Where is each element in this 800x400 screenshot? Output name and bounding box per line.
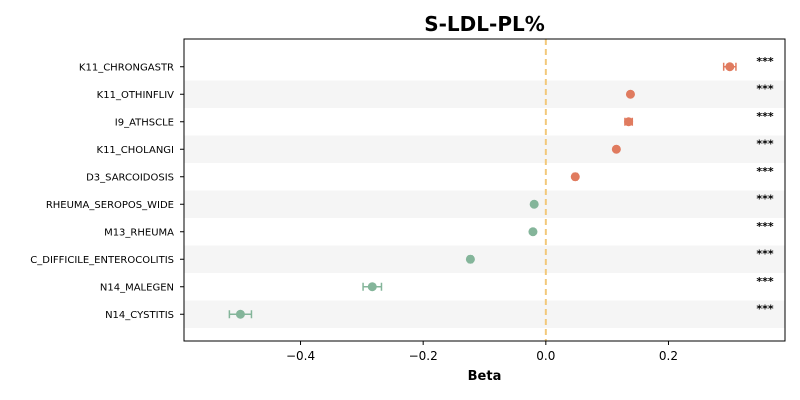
row-band <box>184 245 785 273</box>
data-point <box>725 62 735 72</box>
significance-label: *** <box>756 165 774 178</box>
data-marks <box>228 62 737 319</box>
y-tick-label: C_DIFFICILE_ENTEROCOLITIS <box>30 255 174 266</box>
row-bands <box>184 80 785 328</box>
axes-frame <box>183 38 786 342</box>
y-tick-label: K11_OTHINFLIV <box>97 90 174 101</box>
data-point-group <box>611 144 621 154</box>
data-point-group <box>228 309 253 319</box>
data-point <box>624 117 634 127</box>
row-band <box>184 190 785 218</box>
data-point-group <box>529 199 539 209</box>
significance-labels: *** *** *** *** *** *** *** *** *** *** <box>756 55 774 316</box>
row-band <box>184 135 785 163</box>
chart-title: S-LDL-PL% <box>424 12 545 36</box>
x-tick-label: −0.4 <box>286 349 315 363</box>
significance-label: *** <box>756 275 774 288</box>
data-point-group <box>625 89 635 99</box>
data-point <box>528 227 538 237</box>
y-tick-label: RHEUMA_SEROPOS_WIDE <box>46 200 174 211</box>
significance-label: *** <box>756 110 774 123</box>
x-tick-label: 0.2 <box>659 349 678 363</box>
data-point-group <box>722 62 737 72</box>
x-tick-label: 0.0 <box>536 349 555 363</box>
significance-label: *** <box>756 220 774 233</box>
data-point-group <box>528 227 538 237</box>
y-tick-label: D3_SARCOIDOSIS <box>86 172 174 183</box>
y-tick-label: N14_CYSTITIS <box>105 310 174 321</box>
data-point-group <box>624 117 634 127</box>
y-tick-label: M13_RHEUMA <box>104 227 174 238</box>
data-point <box>570 172 580 182</box>
data-point-group <box>570 172 580 182</box>
y-tick-label: I9_ATHSCLE <box>115 117 174 128</box>
data-point-group <box>465 254 475 264</box>
data-point <box>465 254 475 264</box>
x-axis-ticks: −0.4 −0.2 0.0 0.2 <box>286 341 678 363</box>
y-axis-ticks: K11_CHRONGASTR K11_OTHINFLIV I9_ATHSCLE K11… <box>30 62 184 321</box>
row-band <box>184 300 785 328</box>
data-point <box>367 282 377 292</box>
data-point-group <box>362 282 383 292</box>
significance-label: *** <box>756 302 774 315</box>
significance-label: *** <box>756 247 774 260</box>
y-tick-label: K11_CHOLANGI <box>97 145 174 156</box>
data-point <box>625 89 635 99</box>
y-tick-label: K11_CHRONGASTR <box>79 62 174 73</box>
x-axis-label: Beta <box>468 369 502 384</box>
x-tick-label: −0.2 <box>409 349 438 363</box>
data-point <box>529 199 539 209</box>
significance-label: *** <box>756 192 774 205</box>
y-tick-label: N14_MALEGEN <box>100 282 174 293</box>
significance-label: *** <box>756 55 774 68</box>
data-point <box>235 309 245 319</box>
row-band <box>184 80 785 108</box>
data-point <box>611 144 621 154</box>
significance-label: *** <box>756 82 774 95</box>
significance-label: *** <box>756 137 774 150</box>
